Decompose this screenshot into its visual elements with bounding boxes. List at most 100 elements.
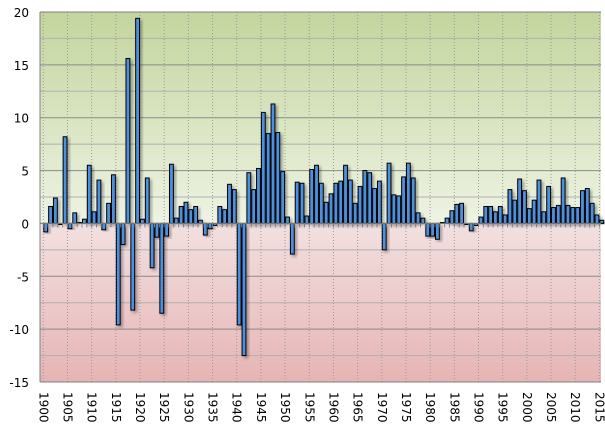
bar-1922: [149, 222, 155, 269]
bar-1970: [381, 222, 387, 251]
bar-1971: [386, 162, 392, 224]
bar-1944: [256, 167, 261, 224]
bar-1975: [405, 162, 411, 224]
bar-1910: [91, 211, 97, 224]
x-tick-label: 1950: [278, 392, 292, 423]
bar-1934: [207, 222, 213, 230]
bar-1908: [81, 218, 87, 224]
bar-1994: [497, 206, 503, 224]
x-tick-label: 1925: [157, 392, 171, 423]
bar-1938: [227, 183, 232, 224]
bar-1943: [251, 189, 257, 224]
bar-1906: [72, 212, 78, 224]
bar-1924: [159, 222, 165, 314]
bar-1967: [367, 172, 373, 224]
bar-1914: [110, 174, 116, 224]
x-tick-label: 1960: [326, 392, 340, 423]
bar-1927: [173, 217, 179, 224]
bar-1959: [328, 193, 334, 224]
bar-1986: [459, 202, 465, 224]
bar-1909: [86, 164, 92, 224]
bar-1951: [289, 222, 295, 255]
bar-1993: [493, 211, 498, 224]
x-tick-label: 1915: [109, 392, 123, 423]
bar-1917: [125, 58, 131, 224]
bar-2005: [551, 207, 556, 224]
bar-2001: [531, 199, 537, 224]
y-tick-label: -15: [9, 376, 29, 390]
bar-1990: [478, 216, 484, 224]
bar-2004: [546, 185, 552, 224]
bar-1949: [280, 171, 286, 224]
bar-1919: [135, 17, 141, 224]
x-tick-label: 2015: [592, 392, 605, 423]
bar-1933: [202, 222, 208, 236]
bar-1954: [304, 215, 310, 224]
bar-1931: [193, 206, 199, 224]
x-tick-label: 2000: [520, 392, 534, 423]
bar-1947: [270, 103, 276, 224]
bar-1929: [183, 201, 189, 224]
bar-1913: [106, 202, 111, 224]
y-tick-label: 15: [14, 59, 29, 73]
bar-1950: [285, 216, 290, 224]
bar-1937: [222, 209, 228, 224]
bar-2008: [565, 204, 571, 224]
bar-1926: [169, 163, 174, 224]
x-tick-label: 1975: [399, 392, 413, 423]
bar-1921: [144, 177, 150, 224]
y-tick-label: -10: [9, 323, 29, 337]
bar-1912: [101, 222, 107, 231]
x-tick-label: 1990: [472, 392, 486, 423]
x-tick-label: 1995: [496, 392, 510, 423]
x-tick-label: 1900: [36, 392, 50, 423]
bar-1995: [502, 214, 508, 224]
bar-1942: [246, 172, 252, 224]
bar-2010: [575, 207, 581, 224]
bar-1939: [231, 189, 237, 224]
x-tick-label: 1970: [375, 392, 389, 423]
bar-1930: [188, 209, 194, 224]
x-tick-label: 1940: [230, 392, 244, 423]
bar-1999: [522, 190, 527, 224]
y-tick-label: -5: [17, 270, 29, 284]
bar-1998: [517, 178, 523, 224]
x-tick-label: 1965: [351, 392, 365, 423]
bar-1965: [357, 185, 363, 224]
bar-1996: [507, 189, 513, 224]
bar-1992: [488, 206, 494, 224]
bar-1966: [362, 170, 368, 224]
bar-1997: [512, 199, 518, 224]
bar-1901: [48, 206, 53, 224]
y-tick-label: 0: [21, 217, 29, 231]
bar-1920: [140, 218, 145, 224]
bar-2009: [570, 207, 576, 224]
bar-1968: [372, 188, 377, 224]
bar-1900: [43, 222, 49, 233]
x-tick-label: 1945: [254, 392, 268, 423]
bar-1916: [120, 222, 126, 246]
x-tick-label: 1920: [133, 392, 147, 423]
x-tick-label: 1910: [85, 392, 99, 423]
bar-1956: [314, 164, 319, 224]
x-tick-label: 1985: [447, 392, 461, 423]
bar-1981: [434, 222, 440, 240]
bar-2014: [594, 214, 600, 224]
x-axis-labels: 1900 1905 1910 1915 1920 1925 1930 1935 1940 1945…: [36, 392, 605, 423]
bar-2011: [580, 190, 585, 224]
bar-1962: [343, 164, 348, 224]
y-tick-label: 20: [14, 6, 29, 20]
bar-2015: [599, 219, 605, 224]
bar-1948: [275, 132, 281, 224]
bar-1923: [154, 222, 160, 238]
bar-1946: [265, 133, 271, 224]
bar-1984: [449, 210, 455, 224]
bar-1978: [420, 217, 426, 224]
bar-1988: [468, 222, 474, 232]
y-tick-label: 10: [14, 112, 29, 126]
bar-1974: [401, 176, 406, 224]
bar-1958: [323, 201, 329, 224]
bar-1941: [241, 222, 247, 357]
bar-1973: [396, 195, 402, 224]
